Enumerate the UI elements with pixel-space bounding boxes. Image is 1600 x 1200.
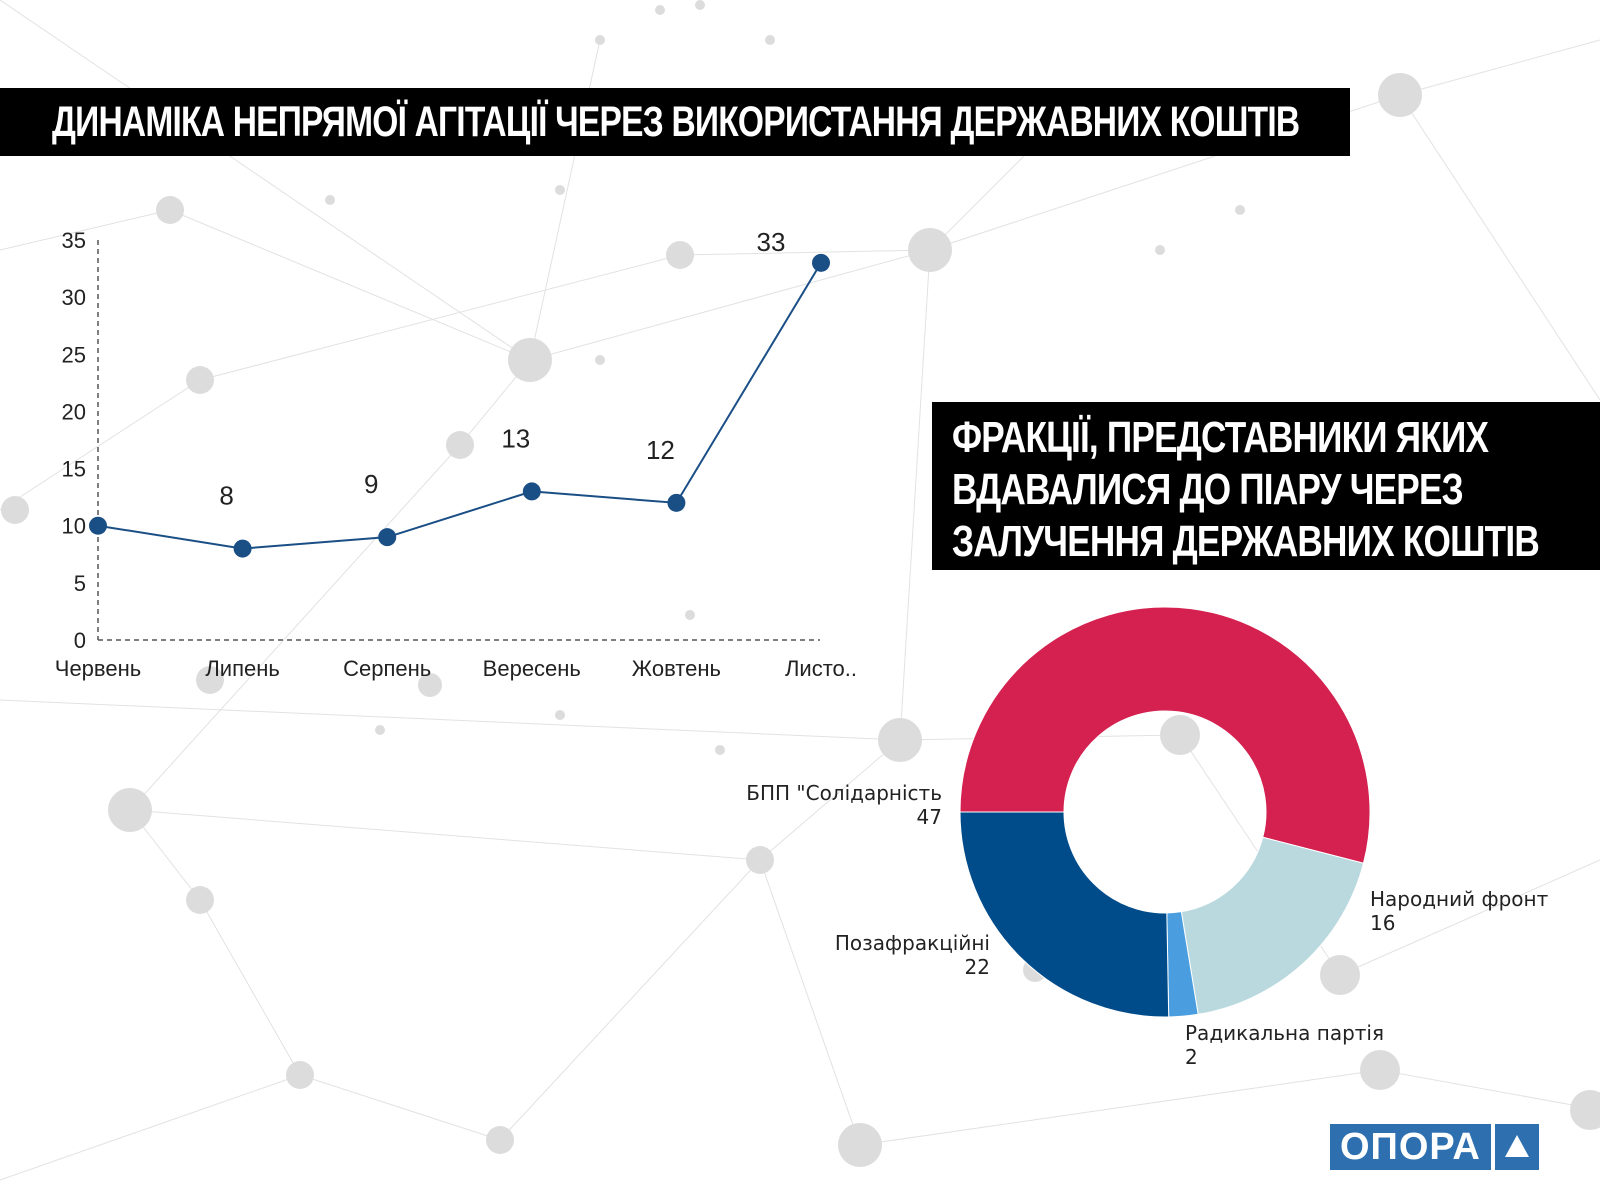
slice-label: Радикальна партія: [1185, 1021, 1384, 1045]
slice-narodnyi-front: [1180, 836, 1365, 1015]
slice-label: БПП "Солідарність: [746, 781, 942, 805]
slice-bpp: [959, 606, 1371, 864]
y-tick-label: 0: [74, 628, 86, 653]
data-label: 33: [757, 227, 786, 257]
slice-value: 16: [1370, 911, 1395, 935]
slice-pozafraktsiini: [959, 811, 1170, 1018]
data-point: [378, 528, 397, 547]
line-chart-title-text: ДИНАМІКА НЕПРЯМОЇ АГІТАЦІЇ ЧЕРЕЗ ВИКОРИС…: [52, 98, 1300, 146]
x-tick-label: Жовтень: [632, 656, 721, 681]
series-line: [97, 262, 822, 550]
data-point: [233, 539, 252, 558]
y-tick-label: 30: [62, 285, 86, 310]
x-tick-label: Липень: [205, 656, 280, 681]
data-point: [522, 482, 541, 501]
pie-chart-title-line-3: ЗАЛУЧЕННЯ ДЕРЖАВНИХ КОШТІВ: [952, 517, 1540, 566]
x-tick-label: Червень: [55, 656, 141, 681]
line-chart-title: ДИНАМІКА НЕПРЯМОЇ АГІТАЦІЇ ЧЕРЕЗ ВИКОРИС…: [0, 88, 1350, 156]
data-point: [89, 516, 107, 535]
y-tick-label: 15: [62, 457, 86, 482]
slice-label: Позафракційні: [835, 931, 990, 955]
y-tick-label: 10: [62, 514, 86, 539]
slice-value: 47: [917, 805, 942, 829]
slice-value: 22: [965, 955, 990, 979]
y-tick-label: 25: [62, 342, 86, 367]
triangle-icon: [1494, 1124, 1539, 1170]
y-tick-label: 35: [62, 228, 86, 253]
pie-chart-title-line-2: ВДАВАЛИСЯ ДО ПІАРУ ЧЕРЕЗ: [952, 465, 1464, 514]
x-tick-label: Серпень: [343, 656, 431, 681]
slice-label: Народний фронт: [1370, 887, 1549, 911]
slice-value: 2: [1185, 1045, 1198, 1069]
pie-chart-title-line-1: ФРАКЦІЇ, ПРЕДСТАВНИКИ ЯКИХ: [952, 413, 1489, 462]
y-tick-label: 5: [74, 571, 86, 596]
x-tick-label: Листо..: [785, 656, 857, 681]
logo-text: ОПОРА: [1330, 1124, 1491, 1170]
data-point: [667, 493, 686, 512]
data-label: 9: [364, 469, 378, 499]
x-tick-label: Вересень: [483, 656, 581, 681]
data-label: 13: [501, 423, 530, 453]
data-point: [812, 253, 830, 272]
data-label: 12: [646, 435, 675, 465]
y-tick-label: 20: [62, 399, 86, 424]
opora-logo: ОПОРА: [1330, 1124, 1560, 1170]
data-label: 8: [219, 481, 233, 511]
pie-chart-title: ФРАКЦІЇ, ПРЕДСТАВНИКИ ЯКИХ ВДАВАЛИСЯ ДО …: [932, 402, 1600, 570]
